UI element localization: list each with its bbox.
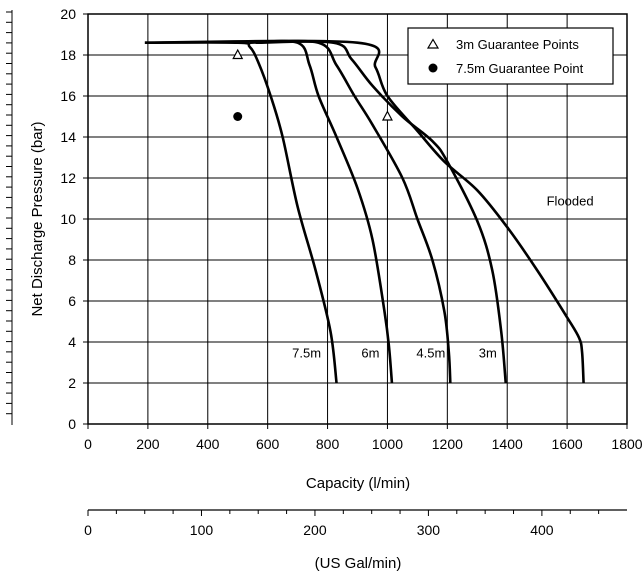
guarantee-point-3m — [381, 110, 393, 121]
curve-labels: Flooded 3m 4.5m 6m 7.5m — [292, 194, 593, 361]
guarantee-point-3m — [232, 48, 244, 60]
legend: 3m Guarantee Points 7.5m Guarantee Point — [407, 27, 614, 85]
curve-4-5m — [255, 39, 452, 384]
x-tick-label: 1800 — [611, 436, 642, 452]
x-tick-label: 0 — [84, 436, 92, 452]
legend-triangle-marker — [426, 38, 440, 49]
curve-flooded — [144, 39, 585, 384]
curve-label: 6m — [361, 345, 379, 360]
curve-6m — [249, 39, 394, 384]
legend-circle-marker — [428, 63, 438, 73]
left-ruler — [6, 10, 13, 425]
legend-label-7-5m: 7.5m Guarantee Point — [456, 61, 584, 76]
curve-3m — [255, 40, 508, 384]
y-tick-label: 16 — [60, 88, 76, 104]
legend-box — [407, 27, 614, 85]
y-tick-label: 18 — [60, 47, 76, 63]
curves — [144, 39, 585, 384]
secondary-x-axis: 0 100 200 300 400 — [84, 509, 627, 538]
curve-label: 4.5m — [416, 345, 445, 360]
x-tick-label: 800 — [316, 436, 340, 452]
y-tick-label: 2 — [68, 375, 76, 391]
y-tick-label: 6 — [68, 293, 76, 309]
secondary-tick-label: 100 — [190, 522, 214, 538]
x-tick-label: 1000 — [372, 436, 403, 452]
curve-label: 7.5m — [292, 345, 321, 360]
secondary-x-axis-title: (US Gal/min) — [315, 555, 402, 572]
y-tick-label: 10 — [60, 211, 76, 227]
y-tick-label: 14 — [60, 129, 76, 145]
secondary-tick-label: 400 — [530, 522, 554, 538]
secondary-tick-label: 200 — [303, 522, 327, 538]
x-tick-label: 1200 — [432, 436, 463, 452]
guarantee-points — [232, 48, 393, 121]
secondary-tick-label: 300 — [417, 522, 441, 538]
y-tick-label: 20 — [60, 6, 76, 22]
plot-frame — [87, 13, 628, 425]
curve-7-5m — [144, 41, 338, 384]
secondary-tick-label: 0 — [84, 522, 92, 538]
x-tick-label: 1600 — [552, 436, 583, 452]
x-tick-label: 200 — [136, 436, 160, 452]
y-tick-label: 12 — [60, 170, 76, 186]
legend-label-3m: 3m Guarantee Points — [456, 37, 579, 52]
y-tick-label: 8 — [68, 252, 76, 268]
y-axis-title: Net Discharge Pressure (bar) — [29, 121, 46, 316]
y-tick-labels: 0 2 4 6 8 10 12 14 16 18 20 — [60, 6, 76, 432]
x-tick-labels: 0 200 400 600 800 1000 1200 1400 1600 1800 — [84, 436, 643, 452]
y-tick-label: 0 — [68, 416, 76, 432]
guarantee-point-7-5m — [233, 112, 243, 121]
x-tick-label: 1400 — [492, 436, 523, 452]
x-axis-title: Capacity (l/min) — [306, 475, 410, 492]
curve-label: 3m — [479, 345, 497, 360]
x-tick-label: 600 — [256, 436, 280, 452]
curve-label: Flooded — [547, 194, 594, 209]
x-tick-label: 400 — [196, 436, 220, 452]
y-tick-label: 4 — [68, 334, 76, 350]
